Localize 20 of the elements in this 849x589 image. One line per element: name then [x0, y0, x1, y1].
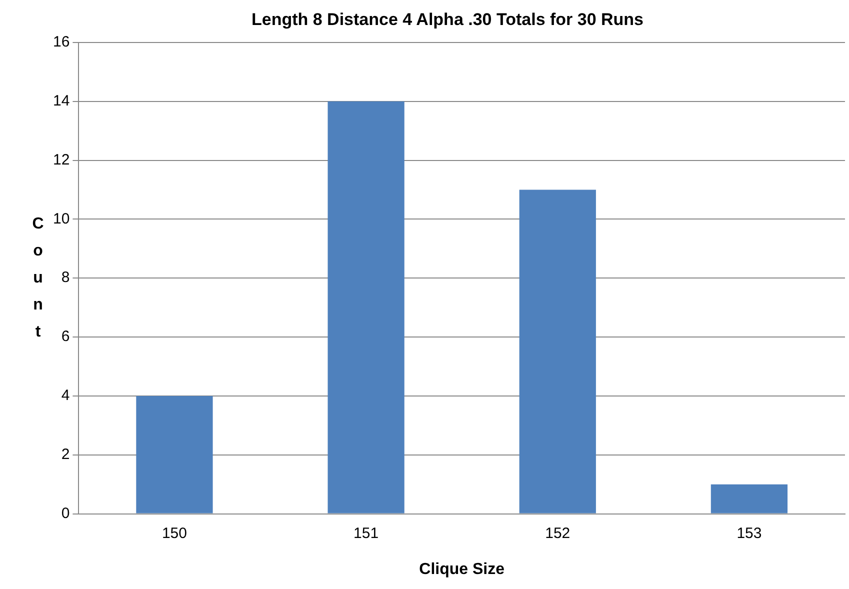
x-axis-title: Clique Size — [419, 560, 505, 578]
y-tick-label: 6 — [61, 328, 70, 346]
x-tick-label: 153 — [736, 524, 762, 542]
y-tick-label: 12 — [52, 151, 70, 168]
x-tick-label: 152 — [545, 524, 570, 542]
bar — [519, 190, 596, 514]
chart-title: Length 8 Distance 4 Alpha .30 Totals for 30 Runs — [251, 10, 644, 29]
y-tick-label: 0 — [61, 504, 70, 522]
bar — [328, 101, 404, 514]
bar — [710, 484, 788, 514]
y-axis-title: Count — [32, 216, 44, 341]
y-tick-label: 2 — [61, 446, 70, 464]
x-tick-label: 150 — [162, 524, 187, 542]
x-tick-label: 151 — [354, 524, 379, 542]
y-tick-label: 16 — [52, 34, 70, 51]
y-tick-label: 4 — [61, 387, 70, 404]
y-tick-label: 14 — [52, 92, 70, 110]
bar — [136, 396, 213, 514]
y-tick-label: 10 — [52, 210, 70, 228]
y-tick-label: 8 — [61, 269, 70, 286]
